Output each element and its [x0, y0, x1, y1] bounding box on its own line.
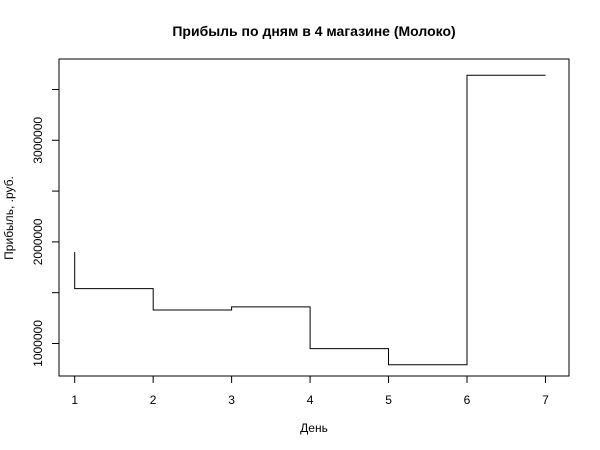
- y-axis-label: Прибыль, .руб.: [2, 176, 16, 260]
- x-axis: 1 2 3 4 5 6 7: [71, 375, 549, 407]
- x-tick-label: 3: [228, 393, 235, 407]
- y-tick-label: 2000000: [31, 218, 45, 265]
- series-group: [74, 74, 546, 366]
- x-tick-label: 2: [150, 393, 157, 407]
- y-tick-label: 1000000: [31, 320, 45, 367]
- series-line: [74, 74, 546, 366]
- x-tick-label: 1: [71, 393, 78, 407]
- y-tick-label: 3000000: [31, 117, 45, 164]
- plot-frame: [58, 58, 570, 377]
- chart-title: Прибыль по дням в 4 магазине (Молоко): [172, 23, 455, 39]
- x-tick-label: 4: [307, 393, 314, 407]
- y-axis: 1000000 2000000 3000000: [31, 88, 60, 367]
- x-tick-label: 7: [542, 393, 549, 407]
- x-axis-label: День: [300, 421, 328, 435]
- x-tick-label: 5: [385, 393, 392, 407]
- x-tick-label: 6: [464, 393, 471, 407]
